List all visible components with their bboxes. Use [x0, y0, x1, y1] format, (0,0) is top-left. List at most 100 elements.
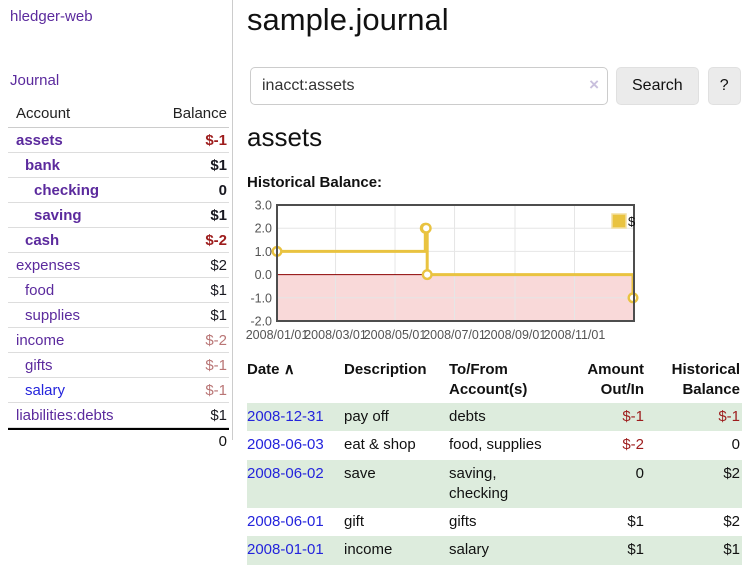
- account-link[interactable]: expenses: [16, 256, 81, 274]
- account-link[interactable]: salary: [25, 381, 66, 399]
- account-balance: $2: [210, 256, 227, 274]
- main-content: sample.journal × Search ? assets Histori…: [233, 0, 742, 582]
- clear-search-icon[interactable]: ×: [589, 75, 599, 94]
- register-description-cell: income: [344, 541, 393, 559]
- register-row: 2008-06-02 save saving, checking 0 $2: [247, 459, 742, 509]
- register-amount-cell: 0: [635, 464, 644, 482]
- account-link[interactable]: income: [16, 331, 65, 349]
- legend-label: $: [628, 214, 636, 229]
- register-row: 2008-06-01 gift gifts $1 $2: [247, 508, 742, 536]
- account-row: income $-2: [8, 328, 229, 353]
- account-row: assets $-1: [8, 128, 229, 153]
- accounts-header-balance: Balance: [172, 105, 227, 122]
- account-row: liabilities:debts $1: [8, 403, 229, 428]
- account-balance: $-1: [205, 356, 227, 374]
- transaction-date-link[interactable]: 2008-12-31: [247, 408, 324, 425]
- register-accounts-cell: gifts: [449, 513, 477, 530]
- account-link[interactable]: assets: [16, 131, 63, 149]
- column-header-date[interactable]: Date ∧: [247, 361, 295, 378]
- x-axis-tick-label: 2008/11/01: [544, 328, 606, 342]
- account-balance: $-2: [205, 231, 227, 249]
- accounts-total-value: 0: [218, 433, 227, 450]
- account-row: expenses $2: [8, 253, 229, 278]
- register-header-row: Date ∧ Description To/From Account(s) Am…: [247, 358, 742, 403]
- register-balance-cell: 0: [731, 436, 740, 454]
- column-header-amount: Amount Out/In: [587, 361, 644, 398]
- search-form: × Search ?: [250, 67, 741, 105]
- accounts-header-account: Account: [16, 105, 71, 122]
- account-row: gifts $-1: [8, 353, 229, 378]
- search-help-button[interactable]: ?: [707, 67, 741, 105]
- column-header-description: Description: [344, 361, 427, 378]
- register-date-cell: 2008-06-01: [247, 508, 344, 536]
- search-input-wrap: ×: [250, 67, 608, 105]
- y-axis-tick-label: -2.0: [250, 315, 272, 329]
- account-balance: $1: [210, 156, 227, 174]
- register-amount-cell: $-2: [622, 436, 644, 454]
- sort-asc-icon: ∧: [283, 361, 295, 378]
- app-brand-link[interactable]: hledger-web: [10, 8, 93, 25]
- account-balance: $1: [210, 406, 227, 424]
- register-row: 2008-01-01 income salary $1 $1: [247, 536, 742, 565]
- account-balance: $-2: [205, 331, 227, 349]
- account-row: salary $-1: [8, 378, 229, 403]
- plot-border: [276, 204, 635, 322]
- account-link[interactable]: gifts: [25, 356, 53, 374]
- account-balance: $-1: [205, 381, 227, 399]
- register-row: 2008-12-31 pay off debts $-1 $-1: [247, 403, 742, 432]
- account-balance: 0: [218, 181, 227, 199]
- register-amount-cell: $1: [627, 513, 644, 530]
- account-heading: assets: [247, 122, 323, 152]
- account-row: cash $-2: [8, 228, 229, 253]
- y-axis-tick-label: 0.0: [255, 268, 272, 282]
- account-link[interactable]: bank: [25, 156, 61, 174]
- legend-swatch: [611, 213, 627, 229]
- account-row: bank $1: [8, 153, 229, 178]
- register-accounts-cell: food, supplies: [449, 436, 542, 454]
- register-description-cell: gift: [344, 513, 365, 530]
- historical-balance-chart: $3.0 2.0 1.0 0.0 -1.0 -2.02008/01/012008/03/0…: [246, 200, 639, 342]
- register-balance-cell: $1: [723, 541, 740, 559]
- x-axis-tick-label: 2008/05/01: [364, 328, 427, 342]
- sidebar: hledger-web Journal Account Balance asse…: [0, 0, 233, 450]
- transaction-date-link[interactable]: 2008-06-01: [247, 513, 324, 530]
- register-date-cell: 2008-06-03: [247, 431, 344, 459]
- register-date-cell: 2008-06-02: [247, 460, 344, 509]
- column-header-balance: Historical Balance: [671, 361, 740, 398]
- register-row: 2008-06-03 eat & shop food, supplies $-2 0: [247, 431, 742, 459]
- transaction-date-link[interactable]: 2008-06-03: [247, 436, 324, 454]
- accounts-rows: assets $-1 bank $1 checking 0 saving $1 cash $-2 e…: [8, 128, 229, 428]
- x-axis-tick-label: 2008/09/01: [484, 328, 547, 342]
- register-accounts-cell: salary: [449, 541, 490, 559]
- y-axis-tick-label: 3.0: [255, 200, 272, 213]
- transaction-date-link[interactable]: 2008-06-02: [247, 464, 324, 482]
- transaction-date-link[interactable]: 2008-01-01: [247, 541, 324, 559]
- register-table: Date ∧ Description To/From Account(s) Am…: [247, 358, 742, 565]
- register-balance-cell: $2: [723, 464, 740, 482]
- x-axis-tick-label: 2008/07/01: [423, 328, 486, 342]
- account-balance: $-1: [205, 131, 227, 149]
- account-link[interactable]: supplies: [25, 306, 81, 324]
- column-header-accounts: To/From Account(s): [449, 361, 528, 398]
- account-balance: $1: [210, 306, 227, 324]
- sidebar-item-journal[interactable]: Journal: [10, 72, 60, 89]
- account-link[interactable]: food: [25, 281, 55, 299]
- account-link[interactable]: checking: [34, 181, 100, 199]
- accounts-total-row: 0: [8, 428, 229, 453]
- register-description-cell: save: [344, 464, 376, 482]
- account-balance: $1: [210, 281, 227, 299]
- account-link[interactable]: liabilities:debts: [16, 406, 114, 424]
- search-button[interactable]: Search: [616, 67, 699, 105]
- data-point-marker: [420, 222, 432, 234]
- account-row: saving $1: [8, 203, 229, 228]
- account-link[interactable]: saving: [34, 206, 82, 224]
- register-description-cell: pay off: [344, 408, 389, 425]
- search-input[interactable]: [250, 67, 608, 105]
- register-accounts-cell: debts: [449, 408, 486, 425]
- account-link[interactable]: cash: [25, 231, 60, 249]
- x-axis-tick-label: 2008/03/01: [304, 328, 367, 342]
- accounts-table-header: Account Balance: [8, 103, 229, 128]
- account-row: checking 0: [8, 178, 229, 203]
- register-amount-cell: $-1: [622, 408, 644, 425]
- accounts-table: Account Balance assets $-1 bank $1 checking 0…: [8, 103, 229, 453]
